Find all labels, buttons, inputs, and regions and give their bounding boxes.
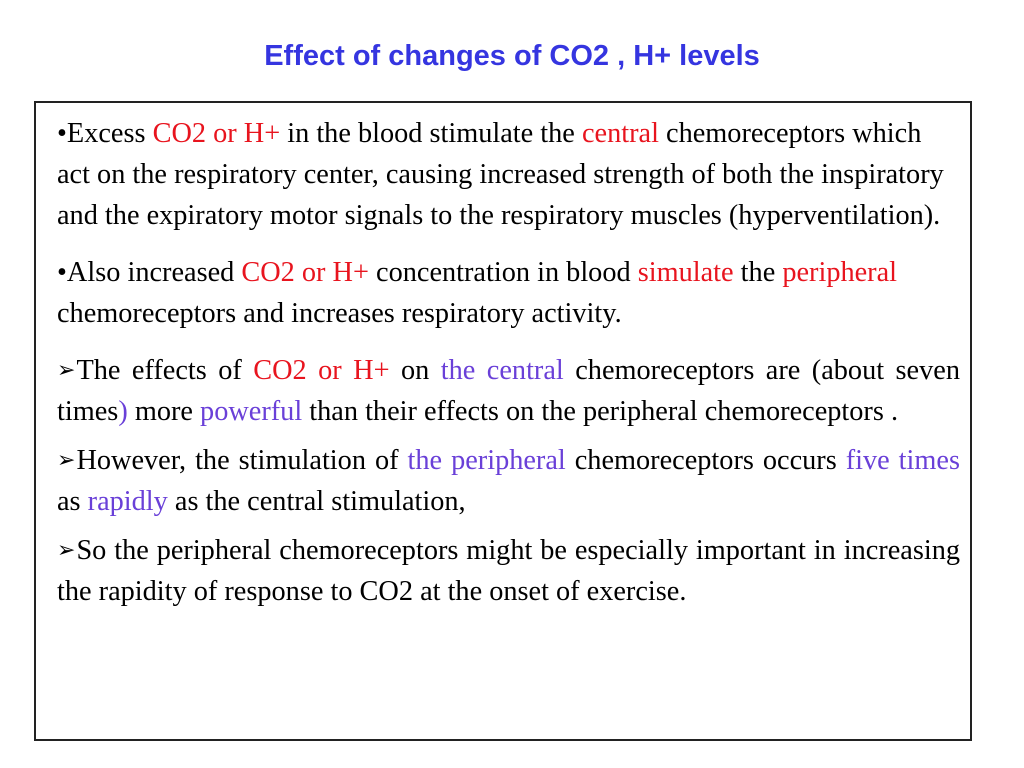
bullet-marker: • [57, 118, 67, 149]
arrow-item-effects: ➢The effects of CO2 or H+ on the central… [57, 350, 960, 432]
arrow-bullet-icon: ➢ [57, 358, 76, 383]
slide-title: Effect of changes of CO2 , H+ levels [264, 40, 760, 72]
bullet-marker: • [57, 257, 67, 288]
arrow-bullet-icon: ➢ [57, 538, 76, 563]
highlight-the-central: the central [440, 355, 564, 386]
highlight-five-times: five times [845, 445, 960, 476]
highlight-peripheral: peripheral [782, 257, 898, 288]
highlight-co2-h: CO2 or H+ [152, 118, 281, 149]
bullet-peripheral-chemoreceptors: •Also increased CO2 or H+ concentration … [57, 257, 898, 329]
arrow-item-so: ➢So the peripheral chemoreceptors might … [57, 530, 960, 612]
bullet-central-chemoreceptors: •Excess CO2 or H+ in the blood stimulate… [57, 118, 944, 231]
highlight-powerful: powerful [200, 396, 303, 427]
highlight-central: central [581, 118, 659, 149]
highlight-simulate: simulate [637, 257, 734, 288]
highlight-co2-h: CO2 or H+ [241, 257, 369, 288]
highlight-paren: ) [118, 396, 128, 427]
highlight-the-peripheral: the peripheral [407, 445, 566, 476]
content-box: •Excess CO2 or H+ in the blood stimulate… [34, 101, 972, 741]
arrow-item-however: ➢However, the stimulation of the periphe… [57, 440, 960, 522]
arrow-bullet-icon: ➢ [57, 448, 76, 473]
highlight-rapidly: rapidly [87, 486, 168, 517]
highlight-co2-h: CO2 or H+ [253, 355, 390, 386]
